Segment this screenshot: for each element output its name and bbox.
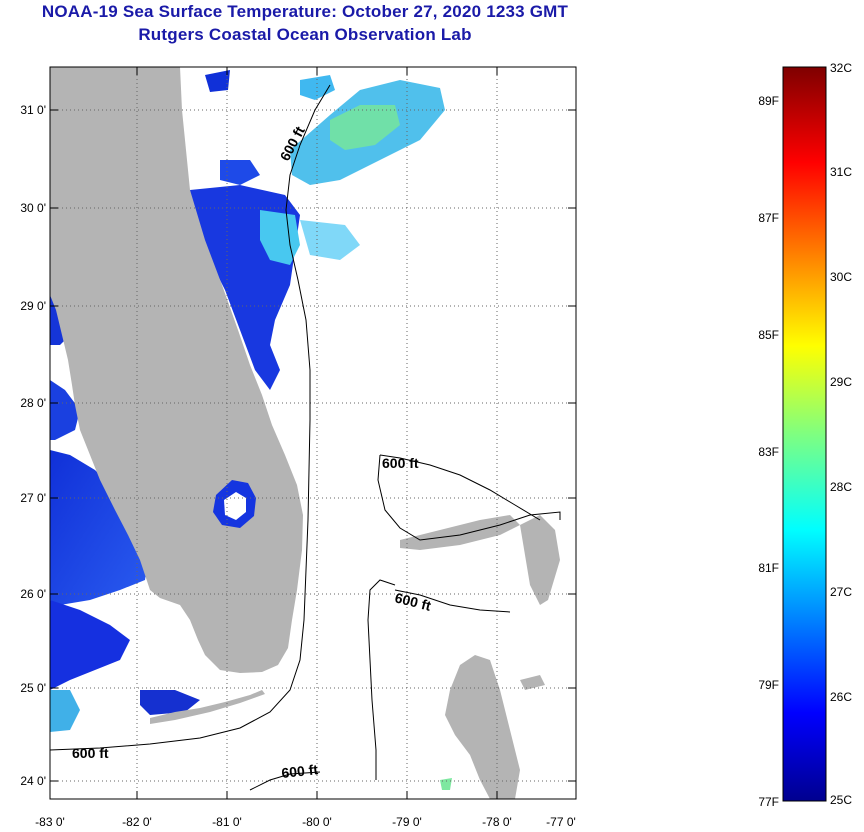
temperature-colorbar [782,66,827,802]
isobath-contours [50,84,561,791]
colorbar-c-label: 29C [830,375,852,389]
lon-label: -79 0' [392,815,422,829]
lat-label: 29 0' [20,299,46,313]
colorbar-c-label: 30C [830,270,852,284]
isobath-label: 600 ft [72,745,109,761]
lon-label: -81 0' [212,815,242,829]
lat-label: 26 0' [20,587,46,601]
colorbar-f-label: 85F [758,328,779,342]
lon-label: -78 0' [482,815,512,829]
map-area [50,67,576,799]
lon-label: -83 0' [35,815,65,829]
colorbar-f-label: 79F [758,678,779,692]
colorbar-c-label: 26C [830,690,852,704]
lat-label: 27 0' [20,491,46,505]
map-title: NOAA-19 Sea Surface Temperature: October… [41,2,569,21]
grand-bahama [400,515,520,550]
isobath-label: 600 ft [382,455,419,471]
lat-label: 24 0' [20,774,46,788]
lat-label: 25 0' [20,681,46,695]
lat-label: 28 0' [20,396,46,410]
sst-gulf-swath [50,450,150,605]
axis-ticks [50,67,576,799]
colorbar-f-label: 81F [758,561,779,575]
colorbar-f-label: 83F [758,445,779,459]
lon-label: -77 0' [546,815,576,829]
map-subtitle: Rutgers Coastal Ocean Observation Lab [138,25,472,44]
colorbar-c-label: 32C [830,61,852,75]
colorbar-c-label: 25C [830,793,852,807]
lat-label: 30 0' [20,201,46,215]
colorbar-c-label: 28C [830,480,852,494]
colorbar-c-label: 31C [830,165,852,179]
colorbar-f-label: 89F [758,94,779,108]
colorbar-c-label: 27C [830,585,852,599]
lon-label: -82 0' [122,815,152,829]
lon-label: -80 0' [302,815,332,829]
map-frame [49,66,577,800]
abaco [520,515,560,605]
isobath-label: 600 ft [281,761,319,781]
lat-label: 31 0' [20,103,46,117]
colorbar-f-label: 87F [758,211,779,225]
andros [445,655,520,799]
colorbar-f-label: 77F [758,795,779,809]
